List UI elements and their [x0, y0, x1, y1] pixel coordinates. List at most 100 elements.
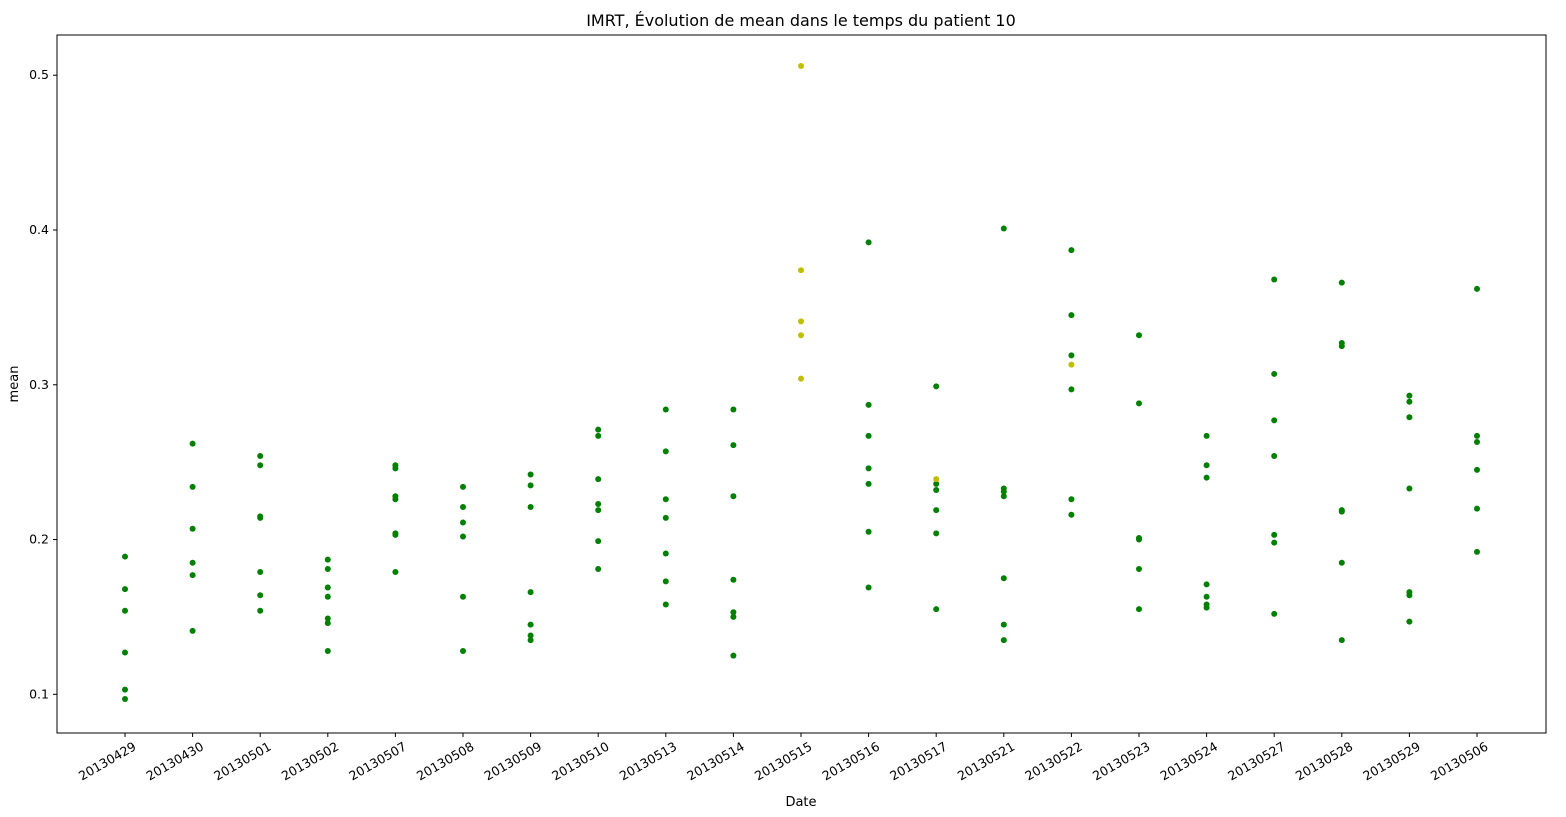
x-tick-label: 20130524 [1157, 739, 1220, 784]
data-point [798, 267, 804, 274]
data-point [189, 525, 196, 532]
data-point [1203, 581, 1210, 588]
data-point [595, 432, 602, 439]
x-tick-label: 20130513 [617, 739, 680, 784]
data-point [122, 553, 128, 560]
x-tick-label: 20130529 [1360, 739, 1423, 784]
data-point [865, 465, 872, 472]
data-point [122, 686, 128, 693]
data-point [1000, 637, 1007, 644]
data-point [1406, 392, 1413, 399]
data-point [1474, 466, 1480, 473]
data-point [324, 620, 331, 627]
data-point [122, 586, 128, 593]
chart-title: IMRT, Évolution de mean dans le temps du… [586, 11, 1016, 30]
data-point [257, 569, 264, 576]
data-point [798, 318, 804, 325]
data-point [1068, 496, 1075, 503]
x-tick-label: 20130515 [752, 739, 815, 784]
x-tick-label: 20130510 [549, 739, 612, 784]
data-point [730, 652, 737, 659]
x-tick-label: 20130506 [1428, 739, 1491, 784]
data-point [392, 496, 399, 503]
data-point [798, 332, 804, 339]
data-point [662, 448, 669, 455]
data-point [595, 500, 602, 507]
data-point [1271, 276, 1278, 283]
data-point [798, 375, 804, 382]
data-point [257, 592, 264, 599]
data-point [324, 556, 331, 563]
data-point [865, 401, 872, 408]
data-point [865, 239, 872, 246]
y-axis-label: mean [7, 366, 22, 403]
x-tick-label: 20130430 [143, 739, 206, 784]
data-point [1271, 417, 1278, 424]
data-point [1136, 606, 1142, 613]
data-point [1136, 332, 1142, 339]
data-point [1068, 361, 1075, 368]
data-point [595, 507, 602, 514]
y-axis: 0.1 0.2 0.3 0.4 0.5 [29, 67, 57, 701]
data-point [460, 533, 466, 540]
data-point [662, 601, 669, 608]
data-point [527, 482, 534, 489]
data-point [1068, 247, 1075, 254]
data-point [1000, 621, 1007, 628]
x-tick-label: 20130514 [684, 739, 747, 784]
data-point [460, 483, 466, 490]
data-point [1338, 637, 1345, 644]
data-point [189, 627, 196, 634]
data-point [1474, 548, 1480, 555]
data-point [865, 584, 872, 591]
data-point [662, 514, 669, 521]
series-1 [798, 62, 1075, 483]
data-point [527, 637, 534, 644]
data-point [1406, 618, 1413, 625]
data-point [730, 609, 737, 616]
data-point [189, 440, 196, 447]
data-point [933, 480, 940, 487]
data-point [1000, 488, 1007, 495]
x-tick-label: 20130501 [211, 739, 274, 784]
data-point [324, 615, 331, 622]
data-point [933, 383, 940, 390]
data-point [392, 531, 399, 538]
data-point [662, 550, 669, 557]
data-point [1068, 352, 1075, 359]
data-point [122, 607, 128, 614]
data-points [122, 62, 1480, 702]
data-point [1203, 474, 1210, 481]
data-point [392, 465, 399, 472]
data-point [1136, 565, 1142, 572]
data-point [662, 578, 669, 585]
data-point [257, 452, 264, 459]
plot-frame [56, 34, 1547, 734]
data-point [527, 471, 534, 478]
data-point [730, 576, 737, 583]
data-point [324, 565, 331, 572]
x-axis-label: Date [785, 795, 816, 810]
x-tick-label: 20130523 [1090, 739, 1153, 784]
data-point [460, 519, 466, 526]
data-point [1203, 432, 1210, 439]
data-point [595, 538, 602, 545]
data-point [1338, 343, 1345, 350]
data-point [1271, 531, 1278, 538]
data-point [865, 480, 872, 487]
data-point [1406, 398, 1413, 405]
data-point [1068, 386, 1075, 393]
data-point [1203, 462, 1210, 469]
data-point [595, 565, 602, 572]
data-point [1271, 610, 1278, 617]
data-point [865, 432, 872, 439]
data-point [933, 476, 940, 483]
x-tick-label: 20130509 [481, 739, 544, 784]
data-point [1068, 511, 1075, 518]
series-0 [122, 225, 1480, 702]
data-point [257, 607, 264, 614]
data-point [595, 426, 602, 433]
y-tick-label: 0.1 [29, 686, 49, 701]
data-point [933, 606, 940, 613]
